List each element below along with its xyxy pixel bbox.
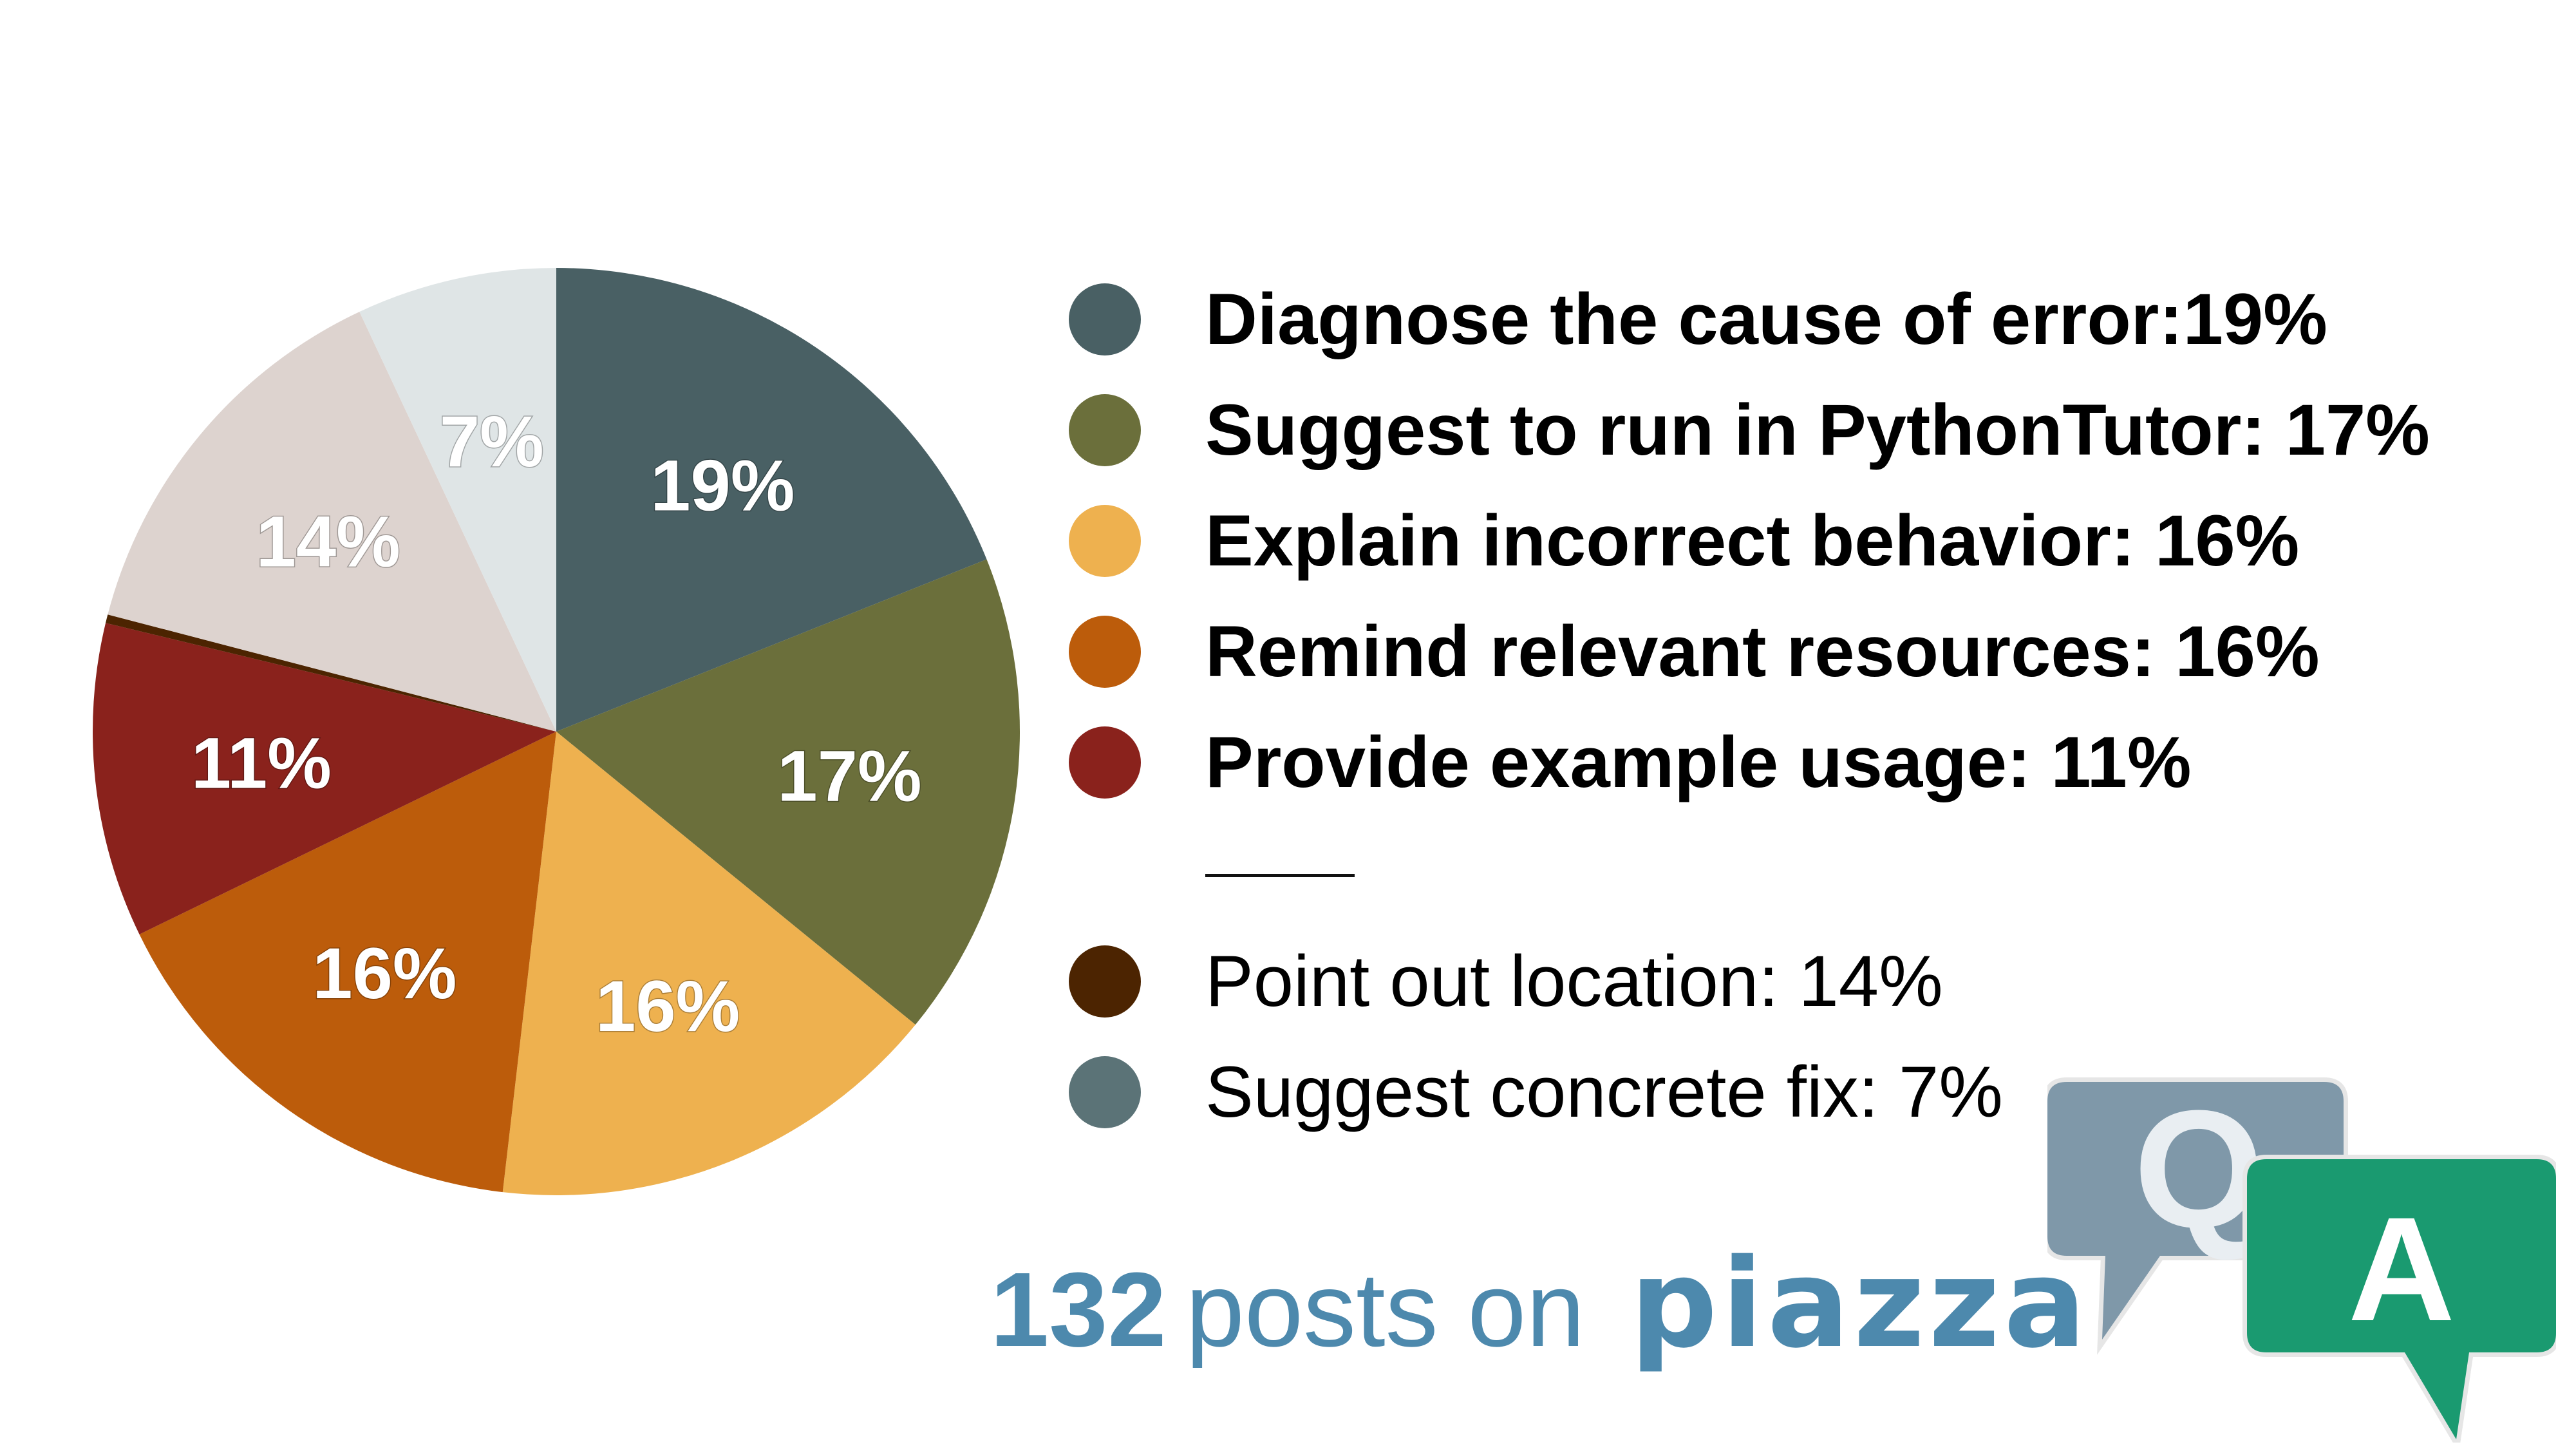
legend-label: Explain incorrect behavior: 16% — [1205, 500, 2300, 581]
piazza-logo: piazza — [1630, 1233, 2091, 1375]
legend-label: Point out location: 14% — [1205, 941, 1943, 1021]
legend-swatch — [1069, 945, 1141, 1018]
legend-swatch — [1069, 616, 1141, 688]
pie-slice — [92, 623, 556, 934]
pie-slice — [106, 614, 556, 732]
post-count: 132 — [990, 1251, 1167, 1368]
legend-label: Suggest to run in PythonTutor: 17% — [1205, 390, 2430, 470]
pie-slice-label: 7% — [440, 401, 544, 482]
posts-on-text: posts on — [1185, 1251, 1585, 1368]
pie-chart: 19% 17% 16% 16% 11% 14% 7% — [92, 268, 1020, 1195]
q-bubble-icon: Q — [2047, 1076, 2348, 1355]
footer: 132 posts on piazza — [990, 1243, 2090, 1365]
legend-divider — [1205, 874, 1355, 877]
pie-slice-label: 14% — [256, 501, 400, 582]
legend-label: Suggest concrete fix: 7% — [1205, 1052, 2003, 1132]
pie-slice-label: 11% — [191, 723, 332, 804]
legend-swatch — [1069, 394, 1141, 466]
legend-swatch — [1069, 505, 1141, 577]
legend-label: Provide example usage: 11% — [1205, 722, 2192, 802]
pie-slice-label: 19% — [650, 445, 794, 526]
legend-swatch — [1069, 283, 1141, 355]
a-letter: A — [2348, 1186, 2455, 1352]
pie-slice — [359, 268, 556, 732]
legend-label: Diagnose the cause of error:19% — [1205, 279, 2327, 359]
pie-slice — [108, 312, 556, 732]
legend-swatch — [1069, 726, 1141, 799]
pie-slice — [139, 732, 557, 1193]
legend-swatch — [1069, 1056, 1141, 1128]
pie-slice — [502, 732, 916, 1195]
a-bubble-icon: A — [2242, 1155, 2556, 1443]
pie-slice — [556, 559, 1020, 1025]
pie-slice-label: 16% — [596, 966, 740, 1046]
pie-slice — [556, 268, 987, 732]
legend-label: Remind relevant resources: 16% — [1205, 611, 2320, 692]
qa-logo-icon: Q A — [2047, 1076, 2556, 1443]
pie-slice-label: 16% — [312, 933, 456, 1014]
pie-slice-label: 17% — [777, 736, 921, 817]
q-letter: Q — [2134, 1076, 2264, 1263]
